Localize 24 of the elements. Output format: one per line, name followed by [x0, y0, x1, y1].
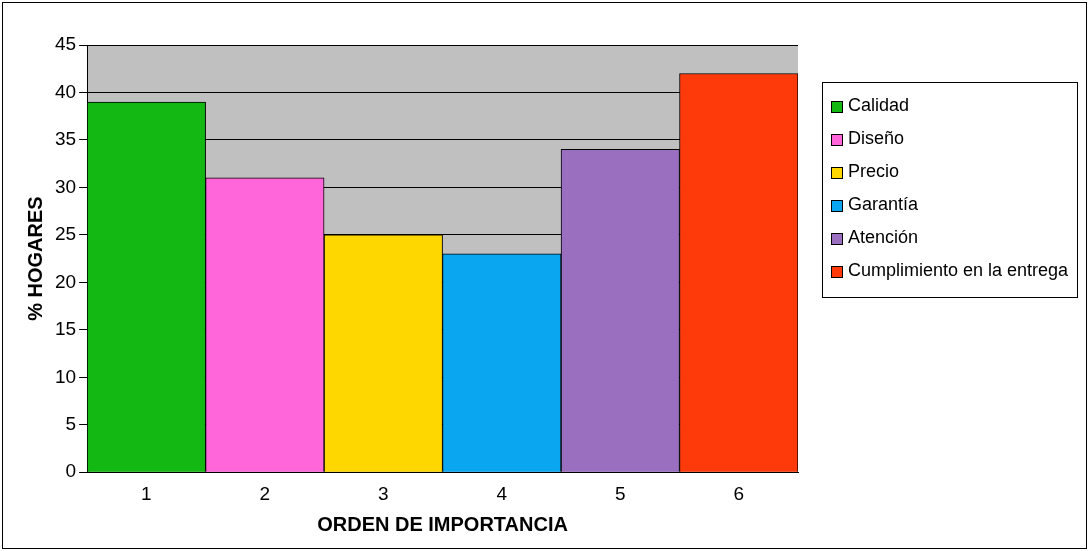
y-tick-label: 15	[54, 318, 77, 340]
x-axis-title: ORDEN DE IMPORTANCIA	[317, 512, 568, 535]
x-tick-label: 2	[259, 482, 271, 504]
x-tick-label: 3	[378, 482, 389, 504]
y-tick-label: 30	[54, 175, 77, 197]
x-tick-label: 6	[733, 482, 745, 504]
y-tick-label: 5	[65, 412, 77, 434]
legend-label: Calidad	[848, 95, 910, 116]
y-axis-title: % HOGARES	[23, 196, 46, 321]
y-tick-label: 40	[54, 80, 77, 102]
legend-label: Cumplimiento en la entrega	[848, 260, 1069, 281]
x-tick-label: 5	[614, 482, 626, 504]
x-tick-label: 4	[496, 482, 508, 504]
y-tick-label: 45	[54, 33, 77, 55]
y-tick-label: 0	[65, 460, 77, 482]
y-tick-label: 35	[54, 128, 77, 150]
legend-label: Precio	[848, 161, 900, 182]
y-tick-label: 25	[54, 223, 77, 245]
y-tick-label: 20	[54, 270, 77, 292]
legend-label: Diseño	[848, 128, 905, 149]
y-tick-label: 10	[54, 365, 77, 387]
legend-label: Garantía	[848, 194, 919, 215]
legend-label: Atención	[848, 227, 919, 248]
x-tick-label: 1	[141, 482, 152, 504]
